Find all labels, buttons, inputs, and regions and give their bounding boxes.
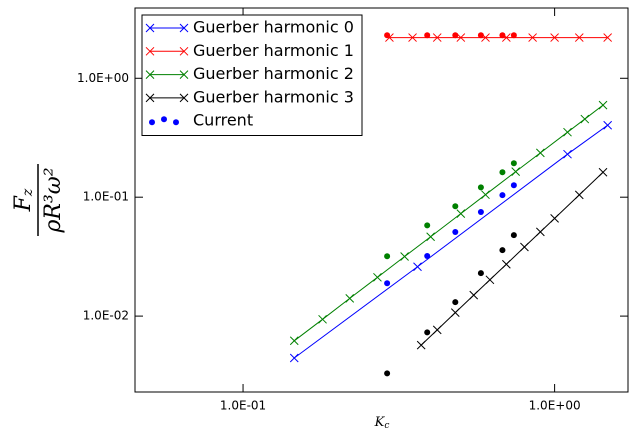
- y-tick-label: 1.0E+00: [77, 71, 129, 85]
- legend-label: Guerber harmonic 0: [193, 18, 354, 37]
- scatter-point: [510, 182, 517, 189]
- x-marker: [574, 33, 584, 42]
- x-marker: [520, 242, 529, 252]
- x-marker: [413, 262, 422, 272]
- legend: Guerber harmonic 0 Guerber harmonic 1 Guer…: [141, 14, 363, 136]
- x-marker: [536, 227, 545, 237]
- x-marker: [550, 213, 559, 223]
- y-axis-label: Fz ρR³ω²: [11, 164, 66, 236]
- x-marker: [563, 127, 572, 137]
- scatter-point: [384, 370, 391, 377]
- scatter-point: [499, 32, 506, 39]
- x-marker: [408, 33, 417, 42]
- x-marker: [345, 294, 355, 303]
- x-marker: [603, 120, 613, 130]
- scatter-point: [510, 32, 517, 39]
- legend-marker: [145, 46, 155, 56]
- legend-marker: [145, 93, 155, 103]
- legend-marker: [161, 116, 167, 123]
- x-marker: [603, 33, 613, 42]
- x-marker: [528, 33, 537, 42]
- x-marker: [598, 167, 608, 177]
- x-marker: [432, 325, 442, 335]
- scatter-point: [510, 232, 517, 239]
- x-marker: [536, 148, 545, 158]
- legend-marker: [149, 119, 155, 126]
- x-marker: [289, 353, 299, 363]
- scatter-point: [452, 299, 459, 306]
- legend-label: Guerber harmonic 1: [193, 41, 354, 60]
- scatter-point: [384, 32, 391, 39]
- scatter-point: [424, 253, 431, 260]
- x-tick-label: 1.0E-01: [220, 399, 266, 413]
- x-marker: [574, 190, 584, 200]
- series: [289, 100, 608, 346]
- x-marker: [580, 114, 590, 124]
- series-line: [293, 124, 608, 359]
- scatter-point: [452, 228, 459, 235]
- scatter-point: [452, 203, 459, 210]
- x-marker: [598, 100, 608, 110]
- x-marker: [450, 308, 460, 317]
- legend-marker: [179, 23, 189, 33]
- x-marker: [563, 149, 572, 159]
- legend-box: [141, 14, 363, 136]
- x-tick-label: 1.0E+00: [529, 399, 581, 413]
- scatter-point: [477, 270, 484, 277]
- x-marker: [511, 167, 521, 176]
- y-tick-label: 1.0E-01: [83, 190, 129, 204]
- legend-label: Guerber harmonic 3: [193, 87, 354, 106]
- scatter-point: [452, 32, 459, 39]
- scatter-point: [424, 222, 431, 229]
- x-marker: [318, 314, 327, 324]
- scatter-point: [424, 32, 431, 39]
- x-marker: [289, 336, 299, 346]
- scatter-point: [477, 32, 484, 39]
- legend-label: Current: [193, 111, 253, 130]
- y-tick-label: 1.0E-02: [83, 309, 129, 323]
- scatter-point: [499, 247, 506, 254]
- x-marker: [426, 232, 435, 242]
- scatter-point: [384, 253, 391, 260]
- y-label-numerator: Fz: [11, 188, 36, 212]
- legend-marker: [145, 70, 155, 79]
- x-marker: [373, 272, 382, 282]
- x-marker: [400, 252, 409, 261]
- x-marker: [550, 33, 559, 42]
- x-marker: [485, 275, 495, 285]
- x-marker: [481, 190, 490, 200]
- scatter-point: [499, 169, 506, 176]
- x-marker: [469, 290, 479, 300]
- series: [385, 33, 613, 42]
- scatter-point: [424, 329, 431, 336]
- x-marker: [502, 259, 511, 269]
- x-axis-label: Kc: [374, 415, 390, 431]
- y-label-denominator: ρR³ω²: [41, 167, 66, 233]
- scatter-point: [477, 209, 484, 216]
- plot-frame: [134, 7, 629, 393]
- scatter-point: [477, 184, 484, 191]
- scatter-point: [384, 280, 391, 287]
- legend-marker: [145, 23, 155, 33]
- legend-label: Guerber harmonic 2: [193, 64, 354, 83]
- legend-marker: [179, 70, 189, 79]
- legend-marker: [179, 46, 189, 56]
- x-marker: [416, 340, 426, 350]
- x-marker: [432, 33, 442, 42]
- series: [289, 120, 613, 363]
- scatter-point: [499, 192, 506, 199]
- legend-marker: [179, 93, 189, 103]
- scatter-point: [510, 160, 517, 167]
- series: [416, 167, 608, 350]
- legend-marker: [173, 119, 179, 126]
- x-marker: [456, 209, 466, 219]
